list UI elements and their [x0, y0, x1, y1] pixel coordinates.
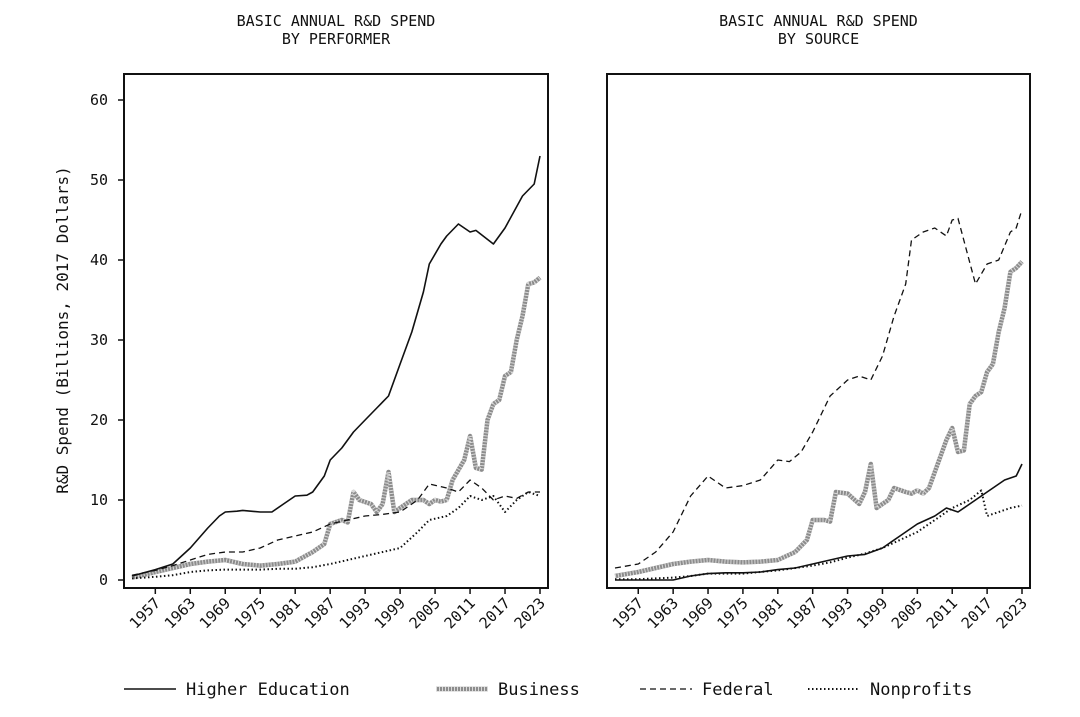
legend-item-business: Business: [436, 680, 580, 700]
series-business: [614, 260, 1024, 579]
series-nonprofits: [615, 489, 1023, 581]
series-line-federal: [614, 209, 1023, 569]
x-tick-label: 1981: [266, 594, 304, 632]
legend-item-federal: Federal: [640, 680, 774, 700]
x-tick-label: 2011: [441, 594, 479, 632]
x-tick-label: 1999: [853, 594, 891, 632]
y-tick-label: 20: [90, 411, 108, 429]
plot-frame: [606, 73, 1031, 589]
series-federal: [614, 209, 1023, 569]
x-tick-label: 1969: [196, 594, 234, 632]
y-axis-label: R&D Spend (Billions, 2017 Dollars): [53, 166, 72, 494]
y-tick-label: 60: [90, 91, 108, 109]
series-higher-education: [131, 155, 541, 577]
series-business: [131, 275, 542, 580]
x-tick-label: 2011: [923, 594, 961, 632]
series-higher-education: [615, 463, 1023, 581]
series-line-higher-education: [615, 463, 1023, 581]
x-tick-label: 1993: [818, 594, 856, 632]
series-line-federal: [131, 479, 540, 576]
legend-item-higher-education: Higher Education: [124, 680, 350, 700]
x-tick-label: 1963: [644, 594, 682, 632]
series-line-business: [614, 260, 1024, 579]
y-tick-label: 40: [90, 251, 108, 269]
x-tick-label: 1957: [126, 594, 164, 632]
x-tick-label: 2023: [511, 594, 549, 632]
panel-title-line: BASIC ANNUAL R&D SPEND: [237, 12, 436, 30]
series-line-higher-education: [131, 155, 541, 577]
y-tick-label: 0: [99, 571, 108, 589]
panel-title-line: BASIC ANNUAL R&D SPEND: [719, 12, 918, 30]
series-line-business: [131, 275, 542, 580]
x-tick-label: 2005: [888, 594, 926, 632]
series-federal: [131, 479, 540, 576]
x-tick-label: 1975: [231, 594, 269, 632]
legend-item-nonprofits: Nonprofits: [808, 680, 972, 700]
legend-label: Nonprofits: [870, 680, 972, 700]
x-tick-label: 1993: [336, 594, 374, 632]
panel-title-line: BY SOURCE: [778, 30, 859, 48]
series-line-business: [131, 275, 542, 580]
series-line-nonprofits: [615, 489, 1023, 581]
series-nonprofits: [131, 491, 541, 580]
legend-label: Higher Education: [186, 680, 350, 700]
series-line-nonprofits: [131, 491, 541, 580]
x-tick-label: 2005: [406, 594, 444, 632]
x-tick-label: 2017: [958, 594, 996, 632]
y-tick-label: 30: [90, 331, 108, 349]
x-tick-label: 1969: [679, 594, 717, 632]
x-tick-label: 1975: [713, 594, 751, 632]
x-tick-label: 1999: [371, 594, 409, 632]
legend-label: Business: [498, 680, 580, 700]
y-tick-label: 10: [90, 491, 108, 509]
x-tick-label: 2023: [993, 594, 1031, 632]
x-tick-label: 1987: [301, 594, 339, 632]
y-tick-label: 50: [90, 171, 108, 189]
x-tick-label: 1981: [748, 594, 786, 632]
panel-title-line: BY PERFORMER: [282, 30, 391, 48]
legend: Higher Education Business Federal Nonprofit…: [124, 680, 972, 700]
x-tick-label: 1987: [783, 594, 821, 632]
x-tick-label: 2017: [476, 594, 514, 632]
legend-label: Federal: [702, 680, 774, 700]
plot-frame: [123, 73, 549, 589]
x-tick-label: 1963: [161, 594, 199, 632]
x-tick-label: 1957: [609, 594, 647, 632]
